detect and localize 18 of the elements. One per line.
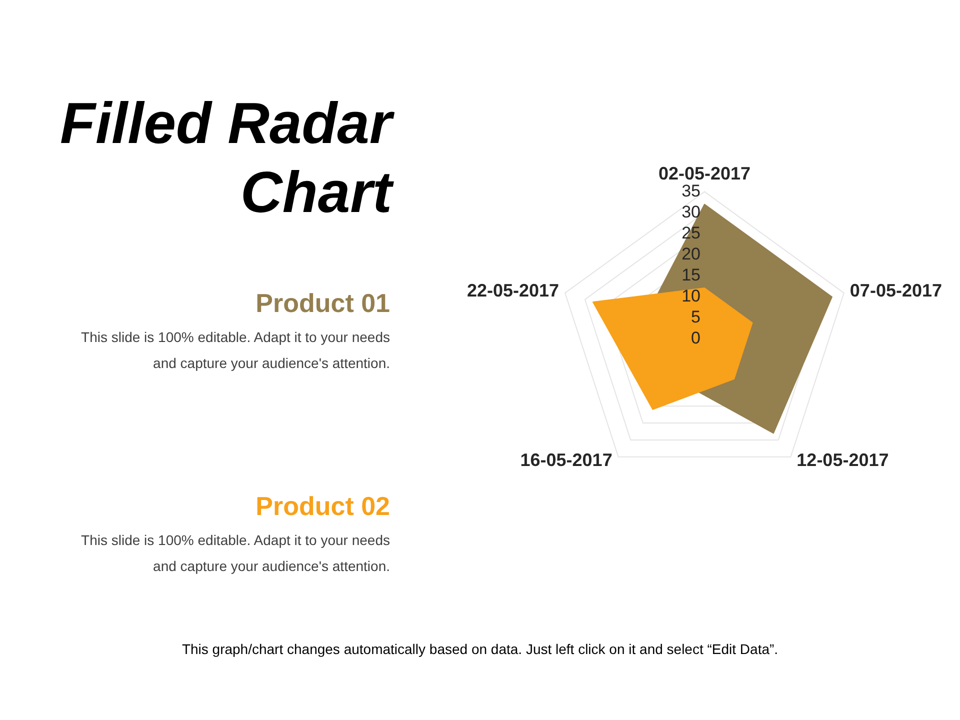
y-tick-label: 0 bbox=[691, 328, 700, 348]
spoke-label: 07-05-2017 bbox=[850, 280, 942, 300]
spoke-label: 16-05-2017 bbox=[520, 450, 612, 470]
y-tick-label: 30 bbox=[682, 202, 700, 222]
y-tick-label: 10 bbox=[682, 286, 700, 306]
chart-title: Filled Radar Chart bbox=[60, 91, 396, 225]
text: This slide is 100% editable. Adapt it to your needs and capture your audience's attention. bbox=[81, 329, 390, 371]
text: Product 02 bbox=[256, 491, 390, 521]
y-tick-label: 15 bbox=[682, 265, 700, 284]
y-tick-label: 35 bbox=[682, 182, 700, 201]
spoke-label: 12-05-2017 bbox=[796, 450, 889, 470]
text: Product 01 bbox=[256, 288, 390, 318]
text: This slide is 100% editable. Adapt it to your needs and capture your audience's attention. bbox=[81, 532, 390, 574]
spoke-label: 22-05-2017 bbox=[466, 280, 560, 300]
spoke-label: 02-05-2017 bbox=[658, 164, 751, 184]
text: This graph/chart changes automatically based on data. Just left click on it and select “Edit Data”. bbox=[182, 641, 778, 657]
y-tick-label: 5 bbox=[691, 307, 700, 326]
y-tick-label: 20 bbox=[682, 244, 700, 264]
